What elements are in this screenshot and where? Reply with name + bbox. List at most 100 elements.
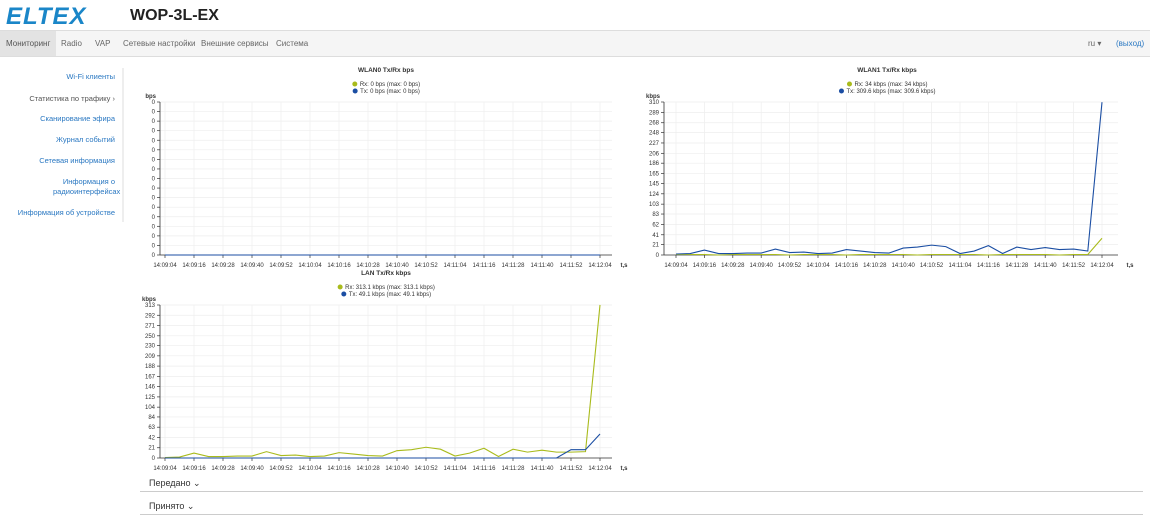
y-tick-label: 206 <box>649 151 660 157</box>
series-line <box>164 304 601 459</box>
sidebar-link[interactable]: Информация об устройстве <box>17 208 115 217</box>
x-tick-label: 14:09:52 <box>269 466 293 472</box>
nav-tab[interactable]: Мониторинг <box>0 31 57 56</box>
y-tick-label: 62 <box>652 222 659 228</box>
nav-tab[interactable]: VAP <box>95 39 111 48</box>
x-axis-label: t,s <box>620 466 628 472</box>
y-tick-label: 310 <box>649 100 660 106</box>
section-toggle[interactable]: Принято ⌄ <box>149 501 195 511</box>
x-tick-label: 14:10:04 <box>298 466 322 472</box>
x-tick-label: 14:09:40 <box>240 263 264 269</box>
y-tick-label: 0 <box>152 215 156 221</box>
y-tick-label: 268 <box>649 121 660 127</box>
x-axis-label: t,s <box>1126 263 1134 269</box>
x-tick-label: 14:09:28 <box>211 466 235 472</box>
x-tick-label: 14:10:04 <box>298 263 322 269</box>
y-tick-label: 292 <box>145 313 156 319</box>
x-tick-label: 14:10:16 <box>835 263 859 269</box>
x-tick-label: 14:10:52 <box>920 263 944 269</box>
nav-tab[interactable]: Radio <box>61 39 82 48</box>
x-tick-label: 14:11:52 <box>560 466 584 472</box>
y-tick-label: 0 <box>152 167 156 173</box>
divider <box>140 514 1143 515</box>
legend-swatch <box>846 81 852 87</box>
y-tick-label: 0 <box>152 129 156 135</box>
x-tick-label: 14:09:04 <box>153 466 177 472</box>
y-tick-label: 0 <box>656 253 660 259</box>
y-tick-label: 83 <box>652 212 659 218</box>
sidebar-link[interactable]: Сканирование эфира <box>40 114 115 123</box>
x-tick-label: 14:09:04 <box>664 263 688 269</box>
y-tick-label: 186 <box>649 161 660 167</box>
y-tick-label: 0 <box>152 224 156 230</box>
x-tick-label: 14:10:28 <box>356 466 380 472</box>
logo[interactable]: ELTEX <box>6 3 87 30</box>
legend-swatch <box>341 291 347 297</box>
x-tick-label: 14:10:40 <box>892 263 916 269</box>
y-tick-label: 209 <box>145 354 156 360</box>
legend-label: Rx: 313.1 kbps (max: 313.1 kbps) <box>345 285 435 291</box>
y-tick-label: 145 <box>649 181 660 187</box>
x-tick-label: 14:11:40 <box>531 263 555 269</box>
y-tick-label: 103 <box>649 202 660 208</box>
sidebar-link[interactable]: Информация о радиоинтерфейсах <box>53 177 121 196</box>
section-toggle[interactable]: Передано ⌄ <box>149 478 201 488</box>
section-title: Передано <box>149 478 191 488</box>
y-tick-label: 0 <box>152 253 156 259</box>
legend-swatch <box>838 88 844 94</box>
y-axis-label: kbps <box>142 297 157 303</box>
nav-tab[interactable]: Система <box>276 39 309 48</box>
legend-label: Tx: 49.1 kbps (max: 49.1 kbps) <box>349 292 431 298</box>
x-tick-label: 14:09:28 <box>721 263 745 269</box>
x-tick-label: 14:11:16 <box>473 466 497 472</box>
y-tick-label: 41 <box>652 233 659 239</box>
x-tick-label: 14:11:28 <box>502 466 526 472</box>
x-tick-label: 14:11:04 <box>444 466 468 472</box>
section-title: Принято <box>149 501 185 511</box>
y-tick-label: 0 <box>152 205 156 211</box>
x-tick-label: 14:10:40 <box>385 263 409 269</box>
y-tick-label: 63 <box>148 425 155 431</box>
x-tick-label: 14:11:16 <box>977 263 1001 269</box>
sidebar-link[interactable]: Журнал событий <box>56 135 115 144</box>
nav-bar: Мониторинг Radio VAP Сетевые настройки В… <box>0 30 1150 57</box>
legend-label: Tx: 309.6 kbps (max: 309.6 kbps) <box>846 89 935 95</box>
y-axis-label: bps <box>145 94 156 100</box>
x-tick-label: 14:09:52 <box>269 263 293 269</box>
x-tick-label: 14:09:16 <box>182 466 206 472</box>
sidebar-link[interactable]: Wi-Fi клиенты <box>66 72 115 81</box>
y-tick-label: 146 <box>145 385 156 391</box>
language-select[interactable]: ru ▾ <box>1088 39 1102 48</box>
series-line <box>676 237 1103 256</box>
chart-title: LAN Tx/Rx kbps <box>361 270 411 277</box>
y-tick-label: 167 <box>145 374 156 380</box>
y-tick-label: 84 <box>148 415 155 421</box>
legend-label: Tx: 0 bps (max: 0 bps) <box>360 89 420 95</box>
sidebar-link[interactable]: Сетевая информация <box>39 156 115 165</box>
y-tick-label: 0 <box>152 234 156 240</box>
y-tick-label: 165 <box>649 172 660 178</box>
legend-label: Rx: 34 kbps (max: 34 kbps) <box>854 82 927 88</box>
y-tick-label: 0 <box>152 243 156 249</box>
device-title: WOP-3L-EX <box>130 7 219 24</box>
sidebar-link[interactable]: Статистика по трафику › <box>29 94 115 103</box>
y-tick-label: 289 <box>649 110 660 116</box>
x-tick-label: 14:12:04 <box>588 466 612 472</box>
nav-tab[interactable]: Сетевые настройки <box>123 39 196 48</box>
y-tick-label: 125 <box>145 395 156 401</box>
y-tick-label: 104 <box>145 405 156 411</box>
x-tick-label: 14:10:28 <box>863 263 887 269</box>
y-tick-label: 42 <box>148 435 155 441</box>
logout-link[interactable]: (выход) <box>1116 39 1145 48</box>
x-tick-label: 14:09:40 <box>240 466 264 472</box>
x-tick-label: 14:12:04 <box>1090 263 1114 269</box>
legend-swatch <box>352 88 358 94</box>
nav-tab[interactable]: Внешние сервисы <box>201 39 269 48</box>
x-tick-label: 14:11:52 <box>1062 263 1086 269</box>
y-tick-label: 21 <box>148 446 155 452</box>
x-tick-label: 14:11:28 <box>1005 263 1029 269</box>
x-tick-label: 14:09:04 <box>153 263 177 269</box>
y-tick-label: 0 <box>152 177 156 183</box>
